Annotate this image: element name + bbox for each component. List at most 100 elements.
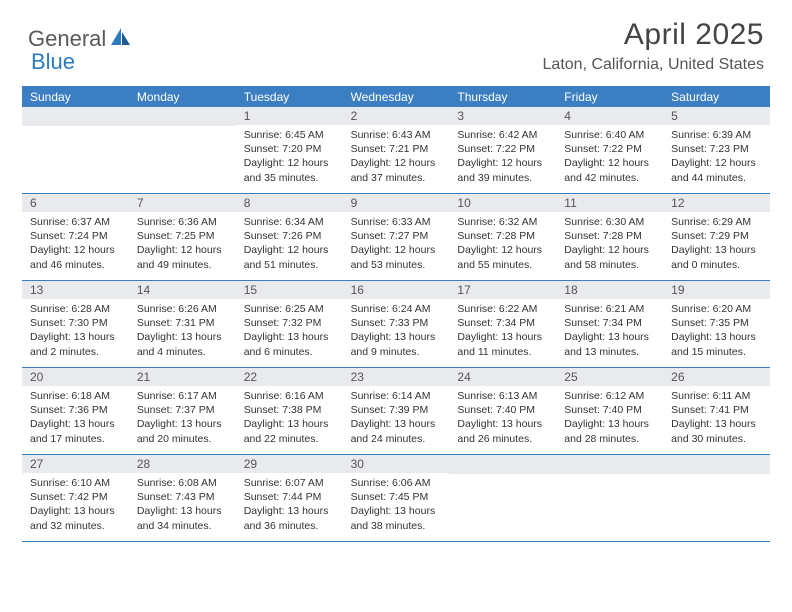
daylight-text: Daylight: 13 hours and 17 minutes. (30, 417, 121, 445)
sunrise-text: Sunrise: 6:40 AM (564, 128, 655, 142)
day-number: 28 (129, 455, 236, 473)
weekday-header: Wednesday (343, 87, 450, 107)
day-cell: 5Sunrise: 6:39 AMSunset: 7:23 PMDaylight… (663, 107, 770, 193)
day-cell: 23Sunrise: 6:14 AMSunset: 7:39 PMDayligh… (343, 368, 450, 454)
day-details: Sunrise: 6:12 AMSunset: 7:40 PMDaylight:… (556, 386, 663, 446)
day-number: 26 (663, 368, 770, 386)
day-details: Sunrise: 6:32 AMSunset: 7:28 PMDaylight:… (449, 212, 556, 272)
day-number: 17 (449, 281, 556, 299)
daylight-text: Daylight: 12 hours and 49 minutes. (137, 243, 228, 271)
day-details: Sunrise: 6:42 AMSunset: 7:22 PMDaylight:… (449, 125, 556, 185)
logo-blue-text: Blue (31, 49, 75, 75)
weekday-header: Monday (129, 87, 236, 107)
daylight-text: Daylight: 13 hours and 4 minutes. (137, 330, 228, 358)
sunrise-text: Sunrise: 6:43 AM (351, 128, 442, 142)
daylight-text: Daylight: 13 hours and 15 minutes. (671, 330, 762, 358)
daylight-text: Daylight: 12 hours and 35 minutes. (244, 156, 335, 184)
daylight-text: Daylight: 13 hours and 26 minutes. (457, 417, 548, 445)
day-number: 21 (129, 368, 236, 386)
day-details: Sunrise: 6:14 AMSunset: 7:39 PMDaylight:… (343, 386, 450, 446)
daylight-text: Daylight: 12 hours and 42 minutes. (564, 156, 655, 184)
day-number: 13 (22, 281, 129, 299)
sunset-text: Sunset: 7:20 PM (244, 142, 335, 156)
sunrise-text: Sunrise: 6:36 AM (137, 215, 228, 229)
weekday-header: Friday (556, 87, 663, 107)
day-cell: 20Sunrise: 6:18 AMSunset: 7:36 PMDayligh… (22, 368, 129, 454)
day-number: 5 (663, 107, 770, 125)
daylight-text: Daylight: 12 hours and 46 minutes. (30, 243, 121, 271)
location-text: Laton, California, United States (543, 56, 764, 74)
sunset-text: Sunset: 7:33 PM (351, 316, 442, 330)
calendar-grid: SundayMondayTuesdayWednesdayThursdayFrid… (22, 86, 770, 542)
daylight-text: Daylight: 13 hours and 32 minutes. (30, 504, 121, 532)
sunset-text: Sunset: 7:30 PM (30, 316, 121, 330)
sunrise-text: Sunrise: 6:12 AM (564, 389, 655, 403)
day-details: Sunrise: 6:40 AMSunset: 7:22 PMDaylight:… (556, 125, 663, 185)
sunrise-text: Sunrise: 6:18 AM (30, 389, 121, 403)
week-row: 13Sunrise: 6:28 AMSunset: 7:30 PMDayligh… (22, 281, 770, 368)
sunset-text: Sunset: 7:21 PM (351, 142, 442, 156)
day-details: Sunrise: 6:16 AMSunset: 7:38 PMDaylight:… (236, 386, 343, 446)
day-number: 8 (236, 194, 343, 212)
day-details: Sunrise: 6:13 AMSunset: 7:40 PMDaylight:… (449, 386, 556, 446)
day-details: Sunrise: 6:24 AMSunset: 7:33 PMDaylight:… (343, 299, 450, 359)
day-cell: 19Sunrise: 6:20 AMSunset: 7:35 PMDayligh… (663, 281, 770, 367)
day-details: Sunrise: 6:43 AMSunset: 7:21 PMDaylight:… (343, 125, 450, 185)
day-cell: 25Sunrise: 6:12 AMSunset: 7:40 PMDayligh… (556, 368, 663, 454)
sunrise-text: Sunrise: 6:22 AM (457, 302, 548, 316)
sunrise-text: Sunrise: 6:42 AM (457, 128, 548, 142)
day-number: 16 (343, 281, 450, 299)
day-cell (22, 107, 129, 193)
sunset-text: Sunset: 7:24 PM (30, 229, 121, 243)
daylight-text: Daylight: 13 hours and 38 minutes. (351, 504, 442, 532)
sunrise-text: Sunrise: 6:11 AM (671, 389, 762, 403)
sunrise-text: Sunrise: 6:33 AM (351, 215, 442, 229)
sunset-text: Sunset: 7:42 PM (30, 490, 121, 504)
day-number: 22 (236, 368, 343, 386)
sunrise-text: Sunrise: 6:25 AM (244, 302, 335, 316)
day-cell: 13Sunrise: 6:28 AMSunset: 7:30 PMDayligh… (22, 281, 129, 367)
sunset-text: Sunset: 7:22 PM (457, 142, 548, 156)
day-number: 23 (343, 368, 450, 386)
day-details: Sunrise: 6:30 AMSunset: 7:28 PMDaylight:… (556, 212, 663, 272)
sunset-text: Sunset: 7:44 PM (244, 490, 335, 504)
day-number: 1 (236, 107, 343, 125)
day-details: Sunrise: 6:10 AMSunset: 7:42 PMDaylight:… (22, 473, 129, 533)
day-details: Sunrise: 6:18 AMSunset: 7:36 PMDaylight:… (22, 386, 129, 446)
weekday-header: Thursday (449, 87, 556, 107)
day-cell: 9Sunrise: 6:33 AMSunset: 7:27 PMDaylight… (343, 194, 450, 280)
page-header: General April 2025 Laton, California, Un… (0, 0, 792, 80)
sunrise-text: Sunrise: 6:26 AM (137, 302, 228, 316)
sunset-text: Sunset: 7:22 PM (564, 142, 655, 156)
empty-day-header (449, 455, 556, 474)
weekday-header: Sunday (22, 87, 129, 107)
sunrise-text: Sunrise: 6:32 AM (457, 215, 548, 229)
day-details: Sunrise: 6:33 AMSunset: 7:27 PMDaylight:… (343, 212, 450, 272)
daylight-text: Daylight: 13 hours and 28 minutes. (564, 417, 655, 445)
day-number: 15 (236, 281, 343, 299)
empty-day-header (556, 455, 663, 474)
day-cell: 1 Sunrise: 6:45 AMSunset: 7:20 PMDaylight… (236, 107, 343, 193)
daylight-text: Daylight: 13 hours and 2 minutes. (30, 330, 121, 358)
day-cell: 21Sunrise: 6:17 AMSunset: 7:37 PMDayligh… (129, 368, 236, 454)
daylight-text: Daylight: 13 hours and 0 minutes. (671, 243, 762, 271)
day-number: 2 (343, 107, 450, 125)
day-cell: 10Sunrise: 6:32 AMSunset: 7:28 PMDayligh… (449, 194, 556, 280)
sunset-text: Sunset: 7:34 PM (564, 316, 655, 330)
sunrise-text: Sunrise: 6:08 AM (137, 476, 228, 490)
day-cell: 2Sunrise: 6:43 AMSunset: 7:21 PMDaylight… (343, 107, 450, 193)
sunrise-text: Sunrise: 6:17 AM (137, 389, 228, 403)
day-cell (556, 455, 663, 541)
daylight-text: Daylight: 12 hours and 37 minutes. (351, 156, 442, 184)
day-number: 10 (449, 194, 556, 212)
daylight-text: Daylight: 13 hours and 22 minutes. (244, 417, 335, 445)
day-details: Sunrise: 6:08 AMSunset: 7:43 PMDaylight:… (129, 473, 236, 533)
day-cell (129, 107, 236, 193)
week-row: 1Sunrise: 6:45 AMSunset: 7:20 PMDaylight… (22, 107, 770, 194)
day-cell: 18Sunrise: 6:21 AMSunset: 7:34 PMDayligh… (556, 281, 663, 367)
sunset-text: Sunset: 7:39 PM (351, 403, 442, 417)
day-number: 19 (663, 281, 770, 299)
title-block: April 2025 Laton, California, United Sta… (543, 18, 764, 74)
day-details: Sunrise: 6:20 AMSunset: 7:35 PMDaylight:… (663, 299, 770, 359)
sunrise-text: Sunrise: 6:45 AM (244, 128, 335, 142)
